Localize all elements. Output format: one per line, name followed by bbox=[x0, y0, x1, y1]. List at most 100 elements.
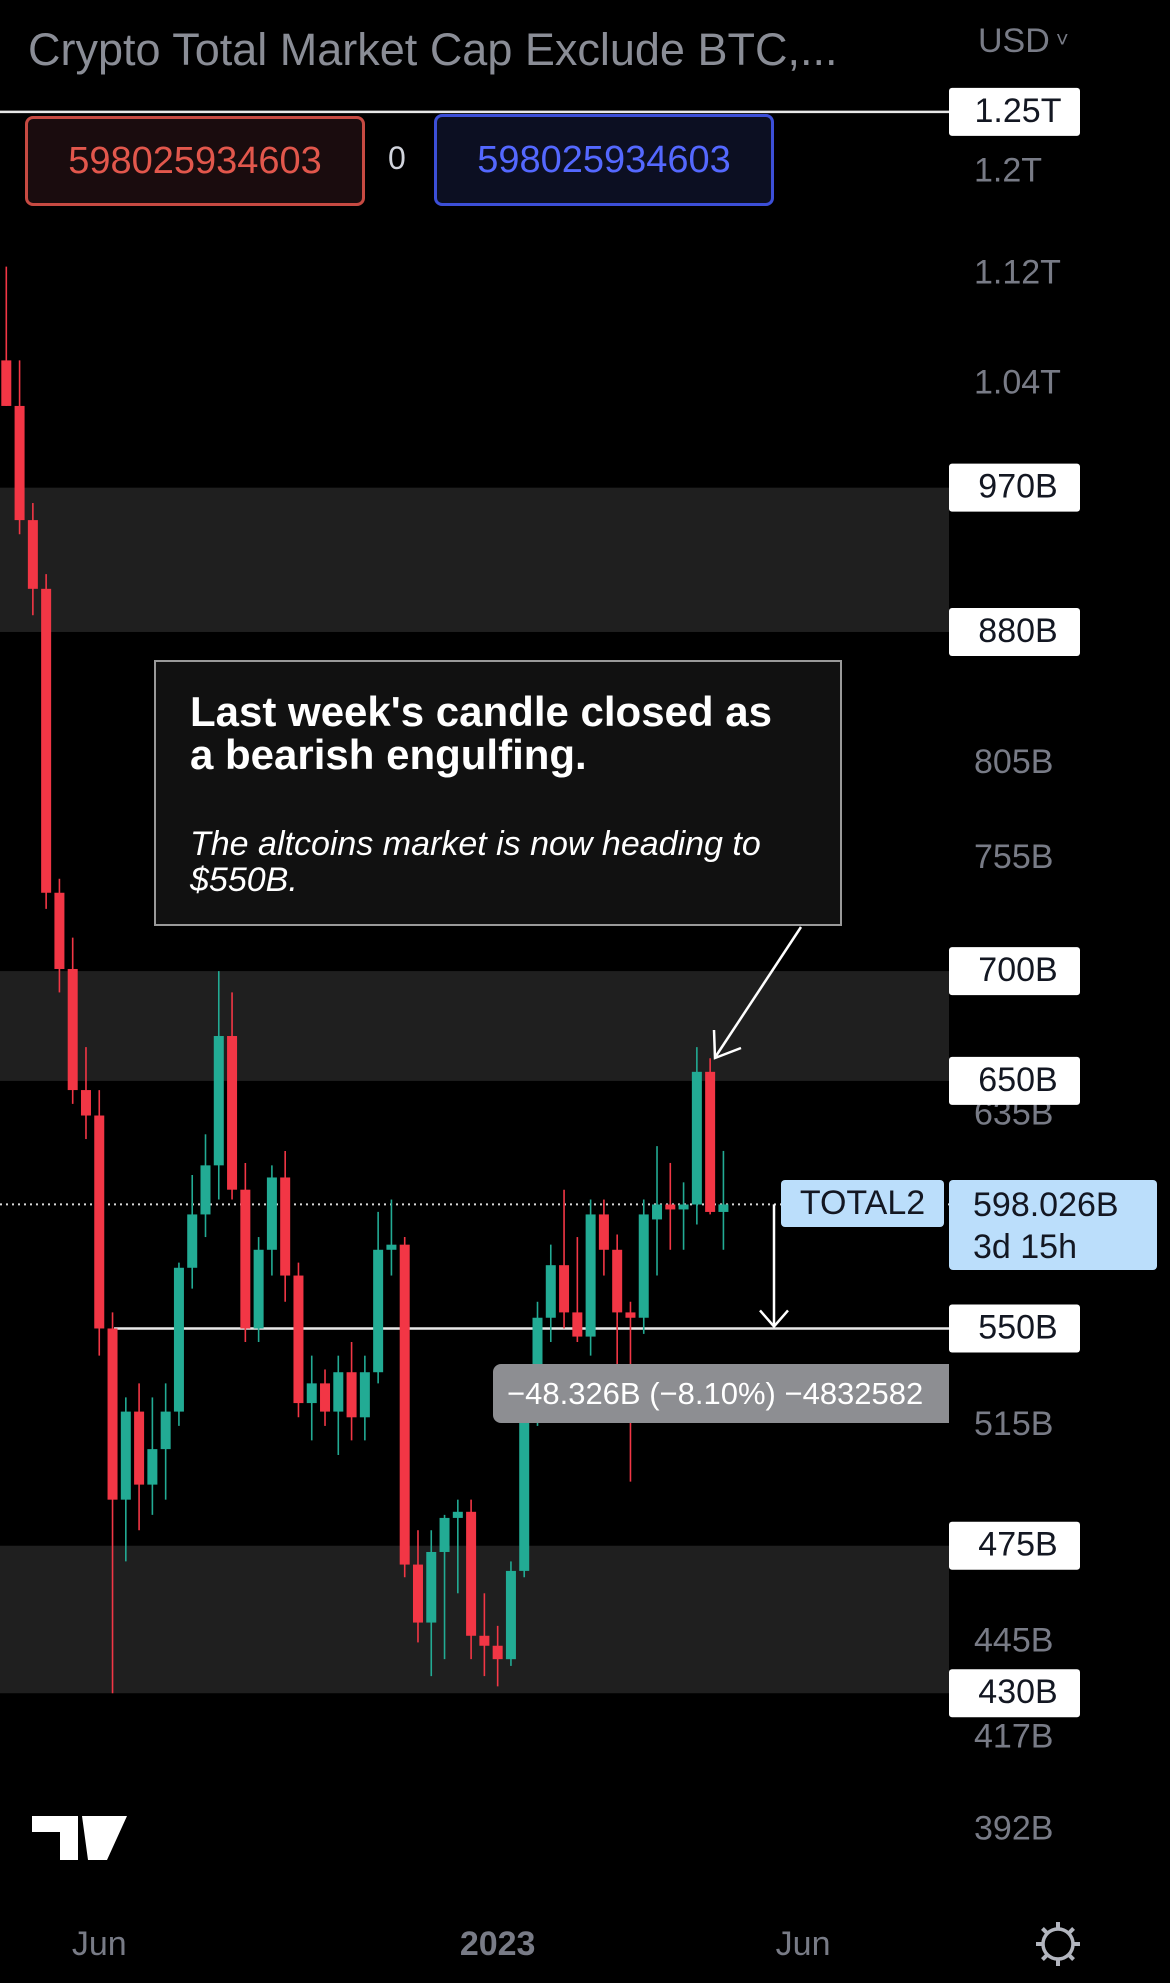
quantity[interactable]: 0 bbox=[388, 140, 406, 176]
sell-button[interactable]: 598025934603 bbox=[25, 116, 365, 206]
zone bbox=[0, 487, 949, 632]
currency: USD bbox=[978, 22, 1050, 60]
candle-body bbox=[134, 1411, 145, 1485]
chevron: ˅ bbox=[1049, 27, 1069, 52]
candle-body bbox=[160, 1411, 171, 1450]
y-tick-label: 417B bbox=[974, 1718, 1053, 1756]
candle-body bbox=[253, 1249, 264, 1329]
candle-body bbox=[386, 1244, 397, 1250]
candle-body bbox=[652, 1204, 663, 1220]
candle-body bbox=[213, 1036, 224, 1166]
candle-body bbox=[54, 892, 65, 969]
measure-text: −48.326B (−8.10%) −4832582 bbox=[507, 1376, 924, 1411]
level-label: 475B bbox=[978, 1526, 1057, 1564]
level-label: 1.25T bbox=[975, 92, 1062, 130]
candle-body bbox=[519, 1403, 530, 1571]
level-label: 970B bbox=[978, 468, 1057, 506]
annotation-box: Last week's candle closed as a bearish e… bbox=[154, 660, 842, 926]
zone bbox=[0, 971, 949, 1081]
level-box bbox=[949, 1056, 1080, 1105]
gear-tooth bbox=[1067, 1927, 1075, 1935]
candle-body bbox=[705, 1071, 716, 1212]
candle-body bbox=[187, 1214, 198, 1268]
level-box bbox=[949, 947, 1080, 996]
candle-body bbox=[280, 1177, 291, 1276]
candle-body bbox=[559, 1265, 570, 1313]
buy-price: 598025934603 bbox=[477, 138, 731, 181]
level-label: 700B bbox=[978, 951, 1057, 989]
settings-icon[interactable] bbox=[1036, 1922, 1080, 1966]
candle-body bbox=[691, 1071, 702, 1205]
y-tick-label: 1.2T bbox=[974, 151, 1042, 189]
candle-body bbox=[333, 1372, 344, 1412]
y-tick-label: 515B bbox=[974, 1405, 1053, 1443]
candle-body bbox=[532, 1317, 543, 1404]
candle-body bbox=[41, 588, 52, 893]
level-box bbox=[949, 1669, 1080, 1718]
level-box bbox=[949, 607, 1080, 656]
candle-body bbox=[638, 1214, 649, 1318]
candle-body bbox=[625, 1312, 636, 1318]
candle-body bbox=[67, 968, 78, 1091]
candle-body bbox=[718, 1204, 729, 1212]
candle-body bbox=[227, 1036, 238, 1190]
level-box bbox=[949, 1304, 1080, 1353]
candle-body bbox=[346, 1372, 357, 1418]
x-tick-label: Jun bbox=[776, 1925, 831, 1963]
level-box bbox=[949, 87, 1080, 136]
y-tick-label: 755B bbox=[974, 838, 1053, 876]
annotation-arrowhead bbox=[712, 1029, 742, 1060]
annotation-arrow bbox=[714, 926, 803, 1057]
candle-body bbox=[200, 1165, 211, 1215]
level-box bbox=[949, 1521, 1080, 1570]
candle-body bbox=[492, 1645, 503, 1660]
symbol-label: TOTAL2 bbox=[781, 1180, 944, 1227]
candle-body bbox=[147, 1449, 158, 1485]
tradingview-logo bbox=[32, 1816, 127, 1860]
candle-body bbox=[678, 1204, 689, 1210]
y-tick-label: 1.12T bbox=[974, 254, 1061, 292]
y-tick-label: 1.04T bbox=[974, 363, 1061, 401]
candle-body bbox=[665, 1204, 676, 1210]
candle-body bbox=[120, 1411, 131, 1500]
level-label: 880B bbox=[978, 612, 1057, 650]
candle-body bbox=[173, 1267, 184, 1412]
candle-body bbox=[585, 1214, 596, 1337]
candle-body bbox=[1, 360, 12, 406]
gear-tooth bbox=[1067, 1953, 1075, 1961]
logo-shape bbox=[32, 1816, 127, 1860]
x-tick-label: 2023 bbox=[460, 1925, 536, 1963]
sell-price: 598025934603 bbox=[68, 139, 322, 182]
candle-body bbox=[266, 1177, 277, 1250]
price-label: 598.026B 3d 15h bbox=[949, 1180, 1157, 1270]
candle-body bbox=[107, 1328, 118, 1500]
candle-body bbox=[320, 1383, 331, 1412]
candle-body bbox=[426, 1551, 437, 1623]
gear-tooth bbox=[1041, 1953, 1049, 1961]
candle-body bbox=[598, 1214, 609, 1250]
candle-body bbox=[612, 1249, 623, 1313]
level-label: 650B bbox=[978, 1061, 1057, 1099]
annotation-text: The altcoins market is now heading to $5… bbox=[190, 825, 761, 899]
buy-button[interactable]: 598025934603 bbox=[434, 114, 774, 206]
y-tick-label: 392B bbox=[974, 1809, 1053, 1847]
candle-body bbox=[479, 1635, 490, 1646]
y-tick-label: 445B bbox=[974, 1621, 1053, 1659]
candle-body bbox=[94, 1115, 105, 1329]
candle-body bbox=[452, 1511, 463, 1518]
candle-body bbox=[14, 405, 25, 521]
candle-body bbox=[306, 1383, 317, 1404]
candle-body bbox=[27, 520, 38, 589]
header-title: Crypto Total Market Cap Exclude BTC,... bbox=[28, 24, 838, 75]
annotation-title: Last week's candle closed as a bearish e… bbox=[190, 688, 772, 778]
candle-body bbox=[545, 1265, 556, 1318]
level-label: 430B bbox=[978, 1673, 1057, 1711]
gear-tooth bbox=[1041, 1927, 1049, 1935]
currency-selector[interactable]: USD ˅ bbox=[978, 22, 1069, 61]
y-tick-label: 805B bbox=[974, 743, 1053, 781]
candle-body bbox=[373, 1249, 384, 1373]
candle-body bbox=[399, 1244, 410, 1565]
level-label: 550B bbox=[978, 1308, 1057, 1346]
countdown: 3d 15h bbox=[973, 1228, 1077, 1266]
